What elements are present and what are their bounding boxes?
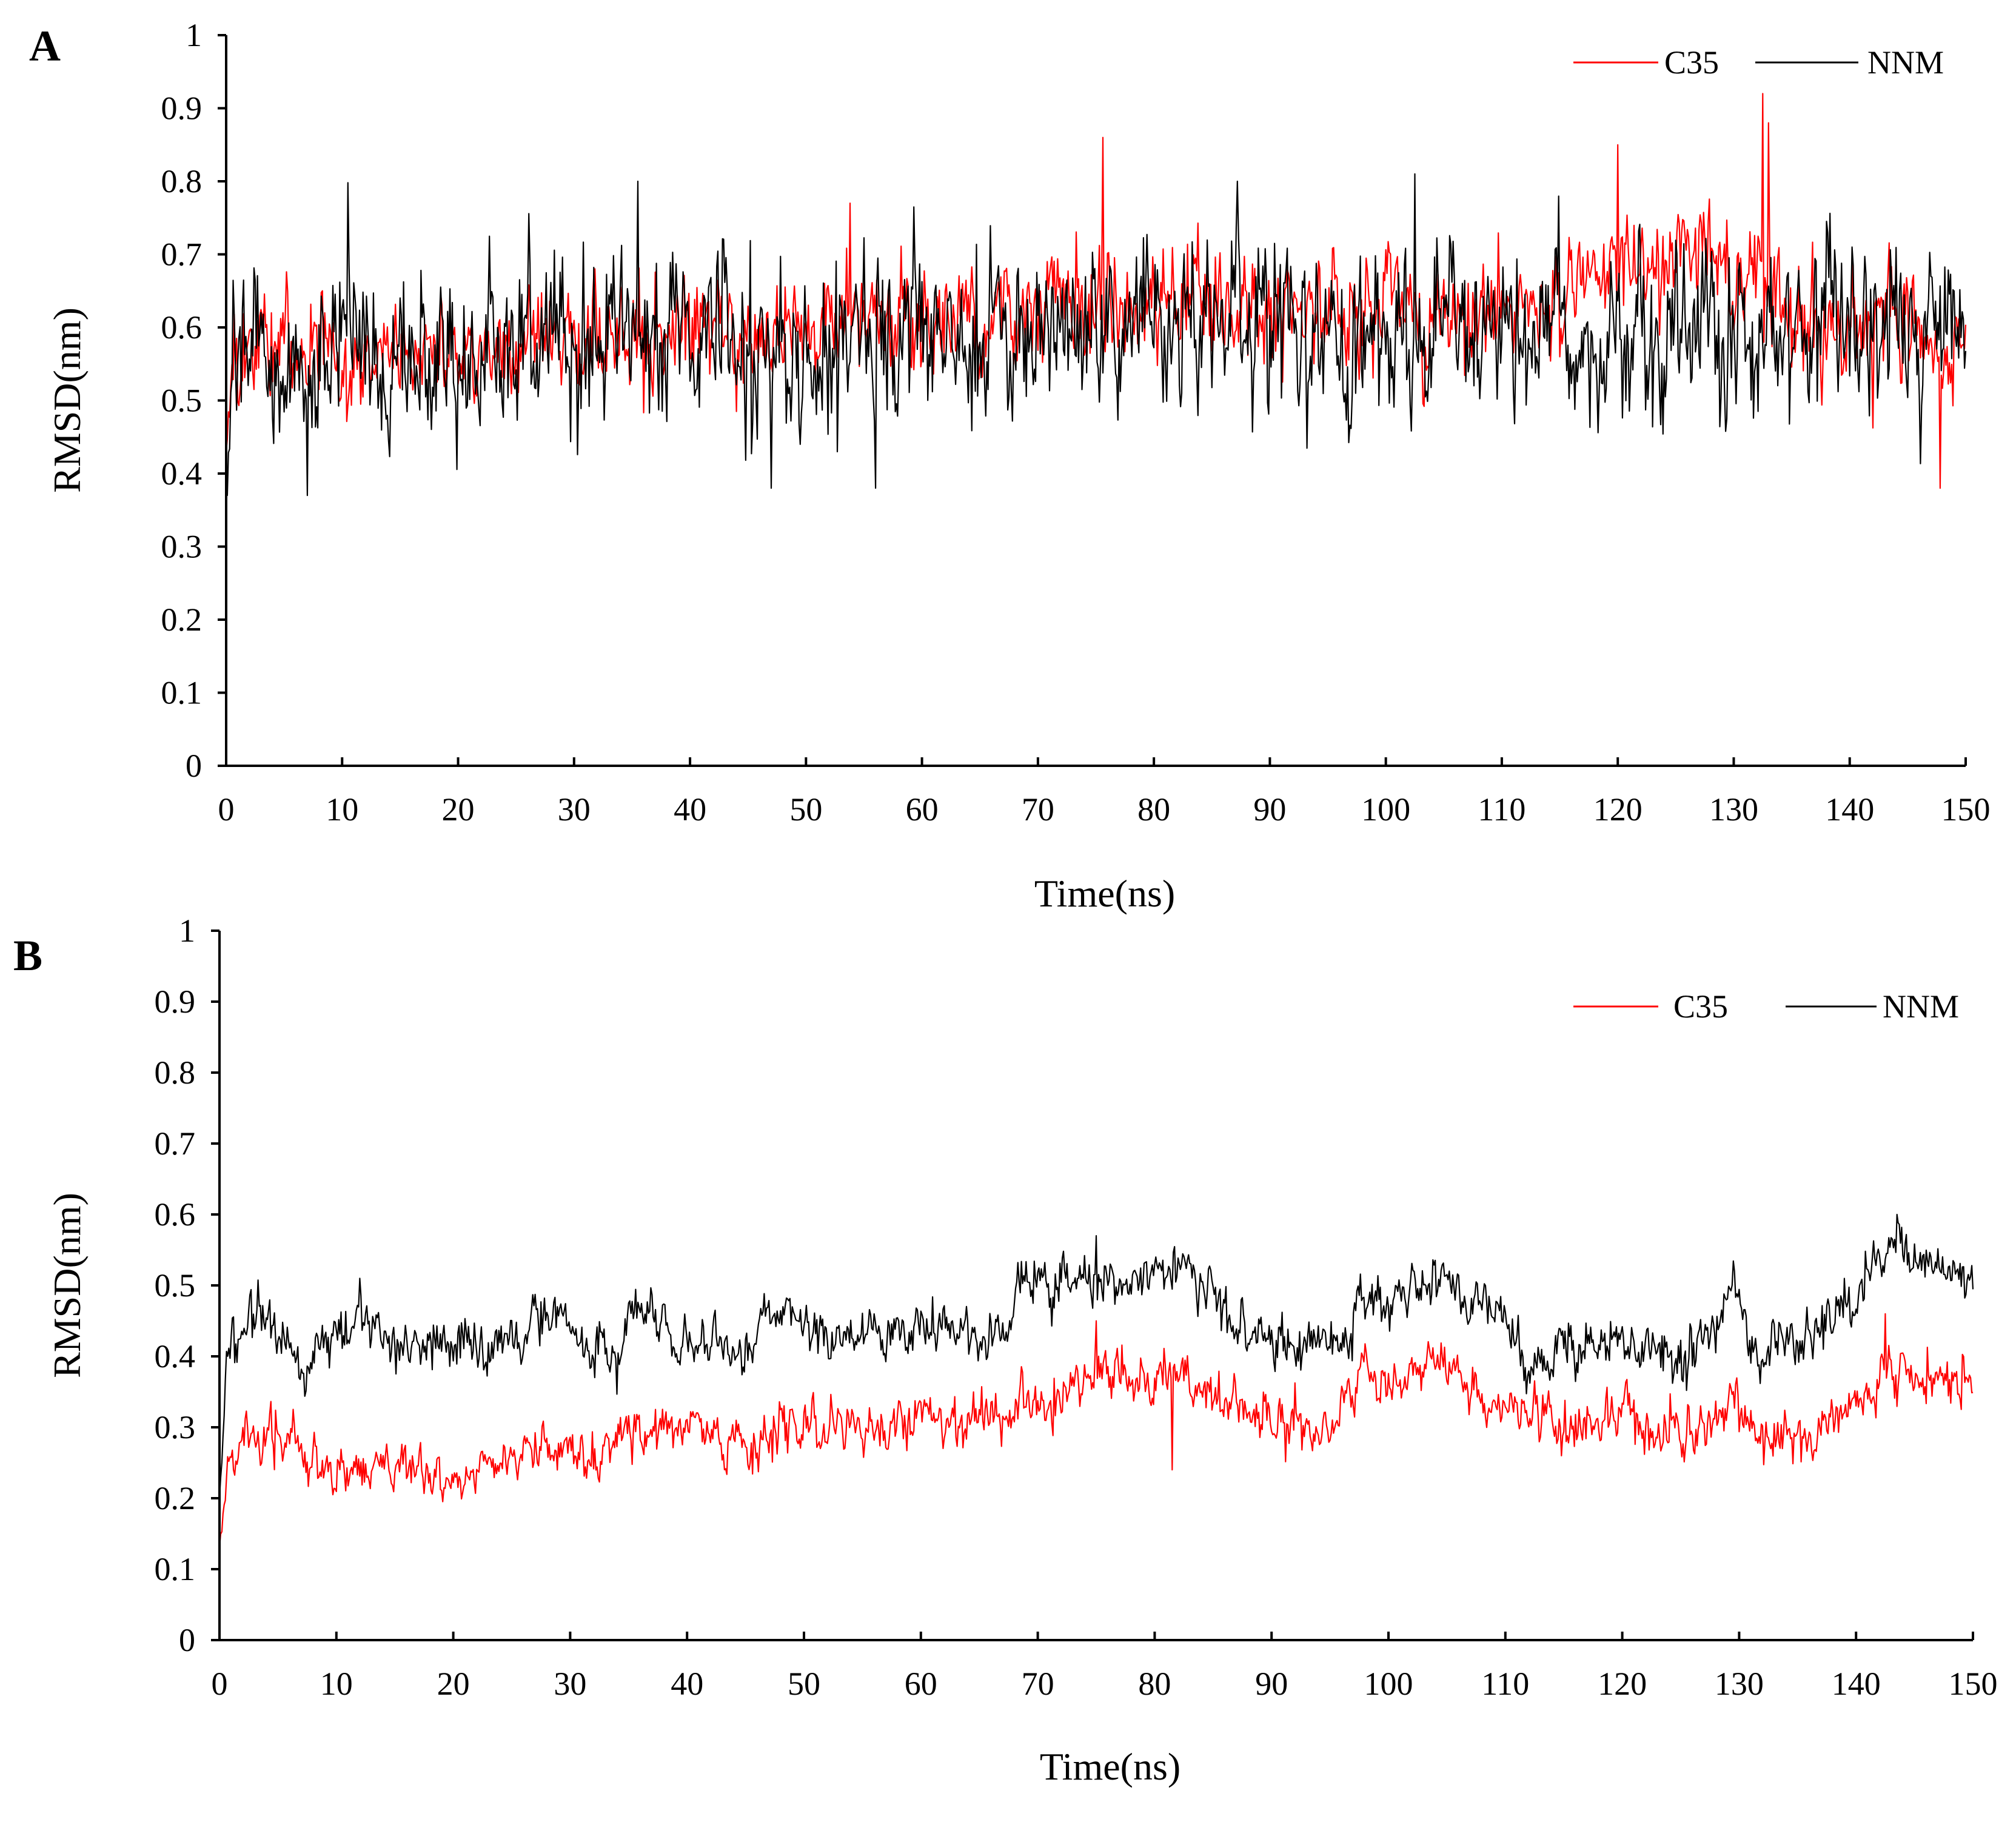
x-tick-label-a: 40 — [674, 791, 706, 828]
x-tick-label-a: 80 — [1137, 791, 1170, 828]
legend-label-c35-a: C35 — [1664, 44, 1719, 81]
y-tick-label-a: 0.9 — [161, 90, 203, 127]
x-tick-label-a: 150 — [1941, 791, 1991, 828]
legend-label-c35-b: C35 — [1673, 988, 1728, 1025]
y-tick-label-b: 0.9 — [155, 983, 196, 1020]
x-tick-label-a: 0 — [218, 791, 235, 828]
x-tick-label-a: 70 — [1022, 791, 1054, 828]
y-tick-label-b: 0.7 — [155, 1125, 196, 1162]
y-tick-label-b: 0 — [179, 1622, 195, 1658]
panel-letter-a: A — [29, 22, 61, 70]
x-tick-label-a: 10 — [326, 791, 358, 828]
x-tick-label-b: 90 — [1255, 1666, 1288, 1702]
y-axis-title-a: RMSD(nm) — [45, 307, 89, 493]
x-tick-label-a: 130 — [1709, 791, 1758, 828]
x-tick-label-b: 130 — [1715, 1666, 1764, 1702]
x-tick-label-a: 100 — [1361, 791, 1410, 828]
x-tick-label-b: 0 — [212, 1666, 228, 1702]
x-tick-label-b: 80 — [1138, 1666, 1171, 1702]
panel-letter-b: B — [13, 931, 42, 980]
x-tick-label-a: 140 — [1825, 791, 1874, 828]
x-tick-label-a: 60 — [906, 791, 939, 828]
x-tick-label-b: 150 — [1949, 1666, 1998, 1702]
y-axis-title-b: RMSD(nm) — [45, 1193, 89, 1378]
y-tick-label-b: 0.4 — [155, 1338, 196, 1375]
x-tick-label-b: 40 — [671, 1666, 703, 1702]
panel-a: 00.10.20.30.40.50.60.70.80.910 10 20 30 40 50… — [29, 17, 1991, 915]
y-tick-label-b: 0.8 — [155, 1054, 196, 1091]
x-tick-label-b: 70 — [1022, 1666, 1054, 1702]
y-tick-label-b: 0.1 — [155, 1551, 196, 1587]
x-tick-label-b: 20 — [437, 1666, 470, 1702]
x-axis-title-b: Time(ns) — [1040, 1745, 1180, 1788]
x-tick-label-b: 110 — [1481, 1666, 1529, 1702]
series-line-nnm-a — [226, 173, 1967, 497]
x-tick-label-a: 110 — [1478, 791, 1525, 828]
x-tick-label-a: 50 — [789, 791, 822, 828]
legend-label-nnm-a: NNM — [1867, 44, 1944, 81]
x-tick-label-b: 30 — [554, 1666, 586, 1702]
y-tick-label-b: 0.6 — [155, 1196, 196, 1233]
y-tick-label-a: 0.4 — [161, 455, 203, 492]
y-tick-label-a: 0.6 — [161, 309, 203, 346]
y-tick-label-a: 0 — [186, 748, 202, 784]
y-tick-label-a: 0.5 — [161, 383, 203, 419]
y-tick-label-b: 0.2 — [155, 1480, 196, 1516]
y-tick-label-b: 0.5 — [155, 1267, 196, 1304]
y-tick-label-a: 0.3 — [161, 529, 203, 565]
x-tick-label-a: 20 — [442, 791, 475, 828]
x-tick-label-b: 140 — [1832, 1666, 1881, 1702]
y-tick-label-a: 0.7 — [161, 236, 203, 273]
legend-a: C35 NNM — [1573, 44, 1944, 81]
x-tick-label-b: 100 — [1364, 1666, 1413, 1702]
series-line-nnm-b — [218, 1213, 1974, 1499]
series-line-c35-b — [218, 1313, 1974, 1548]
x-axis-title-a: Time(ns) — [1034, 872, 1175, 915]
y-tick-label-a: 0.8 — [161, 163, 203, 199]
y-tick-label-a: 0.2 — [161, 601, 203, 638]
x-tick-label-b: 60 — [905, 1666, 937, 1702]
y-tick-label-b: 0.3 — [155, 1409, 196, 1445]
y-tick-label-a: 1 — [186, 17, 202, 53]
y-tick-label-a: 0.1 — [161, 675, 203, 711]
x-tick-label-a: 90 — [1253, 791, 1286, 828]
x-tick-label-b: 50 — [788, 1666, 820, 1702]
x-tick-label-b: 120 — [1598, 1666, 1647, 1702]
legend-label-nnm-b: NNM — [1883, 988, 1959, 1025]
x-tick-label-a: 120 — [1593, 791, 1643, 828]
y-tick-label-b: 1 — [179, 913, 195, 949]
panel-b: 00.10.20.30.40.50.60.70.80.910 10 20 30 40 50… — [13, 913, 1998, 1788]
x-tick-label-b: 10 — [320, 1666, 353, 1702]
legend-b: C35 NNM — [1573, 988, 1959, 1025]
x-tick-label-a: 30 — [558, 791, 591, 828]
